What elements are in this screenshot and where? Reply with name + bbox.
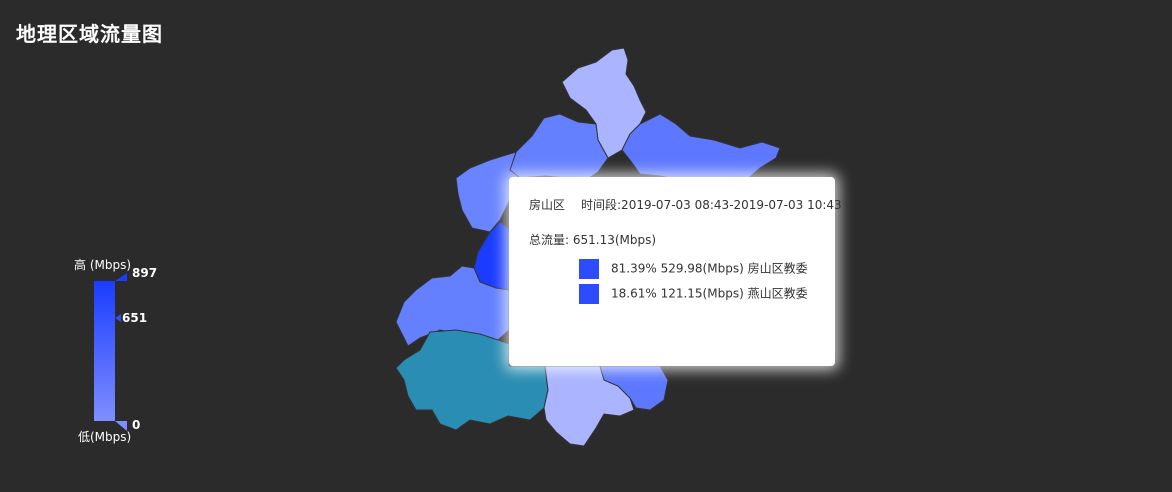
tooltip-district: 房山区 <box>529 198 566 212</box>
visual-map-bottom-handle[interactable] <box>115 421 127 431</box>
visual-map-svg <box>94 273 127 431</box>
visual-map-top-handle[interactable] <box>115 273 127 281</box>
map-region-tongzhou[interactable] <box>599 365 669 411</box>
tooltip-row-text: 81.39% 529.98(Mbps) 房山区教委 <box>611 261 808 276</box>
tooltip-row: 81.39% 529.98(Mbps) 房山区教委 <box>579 258 808 279</box>
visual-map: 高 (Mbps) 897 651 0 低(Mbps) <box>0 0 200 492</box>
visual-map-high-label: 高 (Mbps) <box>74 258 132 272</box>
page-title: 地理区域流量图 <box>16 22 163 46</box>
tooltip-total-label: 总流量: <box>529 233 570 247</box>
map-region-yanqing[interactable] <box>509 113 609 181</box>
map-tooltip: 房山区 时间段:2019-07-03 08:43-2019-07-03 10:43… <box>509 177 842 366</box>
tooltip-total: 总流量: 651.13(Mbps) <box>529 231 656 248</box>
visual-map-max-value: 897 <box>132 266 158 280</box>
tooltip-swatch <box>579 258 599 279</box>
tooltip-period: 时间段:2019-07-03 08:43-2019-07-03 10:43 <box>581 198 842 212</box>
visual-map-current-value: 651 <box>122 311 148 325</box>
visual-map-min-value: 0 <box>132 418 141 432</box>
tooltip-row: 18.61% 121.15(Mbps) 燕山区教委 <box>579 283 808 304</box>
tooltip-row-text: 18.61% 121.15(Mbps) 燕山区教委 <box>611 286 808 301</box>
tooltip-total-value: 651.13(Mbps) <box>572 233 657 247</box>
visual-map-bar[interactable] <box>94 281 115 421</box>
visual-map-low-label: 低(Mbps) <box>78 430 132 444</box>
map-region-miyun[interactable] <box>621 113 781 191</box>
visual-map-indicator <box>115 314 121 322</box>
tooltip-header: 房山区 时间段:2019-07-03 08:43-2019-07-03 10:43 <box>529 196 842 213</box>
tooltip-swatch <box>579 283 599 304</box>
